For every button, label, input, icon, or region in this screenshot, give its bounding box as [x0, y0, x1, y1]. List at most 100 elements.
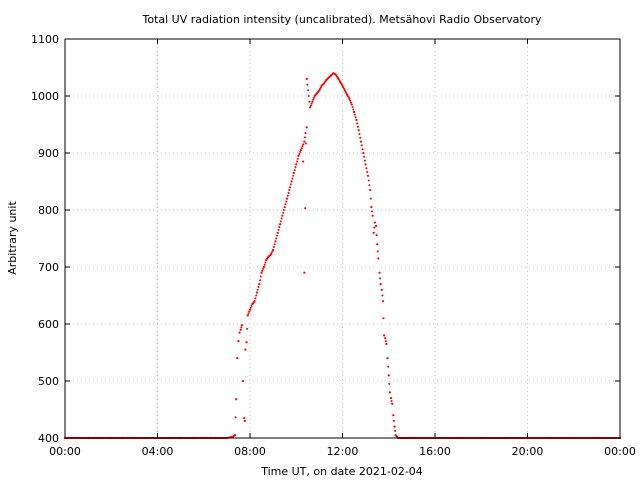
data-point: [352, 110, 356, 114]
data-point: [243, 416, 246, 420]
data-point: [297, 154, 300, 157]
chart-title: Total UV radiation intensity (uncalibrat…: [142, 13, 542, 26]
data-point: [302, 143, 305, 146]
data-point: [378, 271, 381, 274]
y-tick-label: 900: [38, 147, 59, 160]
data-point: [362, 151, 365, 155]
y-axis-tick-labels: 400 500 600 700 800 900 1000 1100: [31, 33, 59, 445]
data-point: [387, 374, 390, 377]
data-point: [385, 342, 388, 346]
data-point: [360, 144, 363, 147]
data-point: [292, 174, 295, 177]
data-point: [291, 177, 294, 180]
data-point: [234, 416, 237, 419]
data-point: [368, 184, 371, 187]
data-point: [348, 97, 351, 100]
data-point: [366, 174, 370, 177]
data-point: [383, 334, 386, 337]
data-point: [356, 125, 359, 128]
data-point: [305, 77, 308, 80]
data-point: [261, 269, 264, 272]
data-point: [375, 234, 378, 237]
data-point: [255, 294, 258, 297]
data-point: [384, 337, 387, 340]
data-point: [306, 83, 309, 86]
data-point: [283, 206, 286, 209]
data-point: [381, 300, 385, 303]
data-point: [256, 288, 259, 291]
data-point: [255, 291, 259, 294]
data-point: [392, 419, 395, 422]
data-point: [370, 206, 373, 209]
data-point: [376, 250, 379, 253]
x-tick-label: 04:00: [142, 445, 174, 458]
data-point: [246, 314, 249, 317]
data-point: [359, 136, 362, 139]
data-point: [389, 397, 393, 400]
data-point: [392, 414, 395, 417]
data-point: [363, 155, 366, 158]
data-point: [272, 246, 275, 249]
data-point: [357, 129, 360, 132]
data-point: [247, 312, 250, 315]
data-point: [388, 391, 392, 394]
data-point: [381, 294, 384, 297]
data-point: [284, 203, 287, 206]
data-point: [295, 163, 298, 166]
data-point: [248, 310, 251, 313]
data-point: [274, 240, 277, 243]
data-point: [309, 104, 312, 107]
data-point: [273, 243, 276, 246]
data-point: [263, 263, 266, 266]
x-tick-label: 00:00: [604, 445, 636, 458]
data-point: [376, 243, 379, 246]
data-point: [243, 419, 247, 422]
data-point: [262, 265, 265, 269]
data-point: [254, 297, 257, 300]
x-tick-label: 08:00: [234, 445, 266, 458]
data-point: [296, 157, 299, 160]
data-point: [260, 271, 263, 274]
y-tick-label: 400: [38, 432, 59, 445]
data-point: [245, 341, 248, 344]
data-point: [356, 122, 359, 125]
y-tick-label: 1100: [31, 33, 59, 46]
data-point: [272, 248, 275, 251]
data-point: [304, 131, 307, 135]
data-point: [308, 100, 311, 103]
data-point: [259, 275, 262, 278]
data-point: [372, 231, 375, 234]
data-point: [377, 257, 380, 260]
data-point: [240, 326, 243, 329]
data-point: [293, 169, 296, 172]
data-point: [270, 251, 273, 254]
data-point: [373, 221, 376, 224]
data-point: [311, 100, 314, 103]
data-point: [353, 113, 356, 116]
data-point: [365, 167, 368, 170]
data-point: [388, 382, 391, 385]
data-point: [276, 231, 279, 234]
data-point: [387, 365, 390, 368]
data-point: [281, 214, 284, 217]
data-point: [246, 327, 249, 330]
data-point: [364, 163, 367, 166]
data-point: [369, 188, 372, 192]
data-point: [285, 197, 289, 200]
data-point: [298, 152, 301, 155]
data-point: [382, 317, 385, 320]
data-point: [285, 200, 288, 203]
data-point: [373, 226, 376, 229]
data-point: [312, 96, 315, 99]
x-tick-label: 16:00: [419, 445, 451, 458]
data-point: [277, 228, 280, 231]
data-point: [304, 207, 307, 210]
data-point: [344, 90, 347, 93]
data-point: [258, 283, 261, 286]
data-point: [379, 277, 382, 280]
y-tick-label: 1000: [31, 90, 59, 103]
data-point: [358, 133, 361, 135]
data-point: [282, 209, 285, 211]
data-point: [302, 160, 305, 163]
y-axis-label: Arbitrary unit: [6, 201, 19, 275]
